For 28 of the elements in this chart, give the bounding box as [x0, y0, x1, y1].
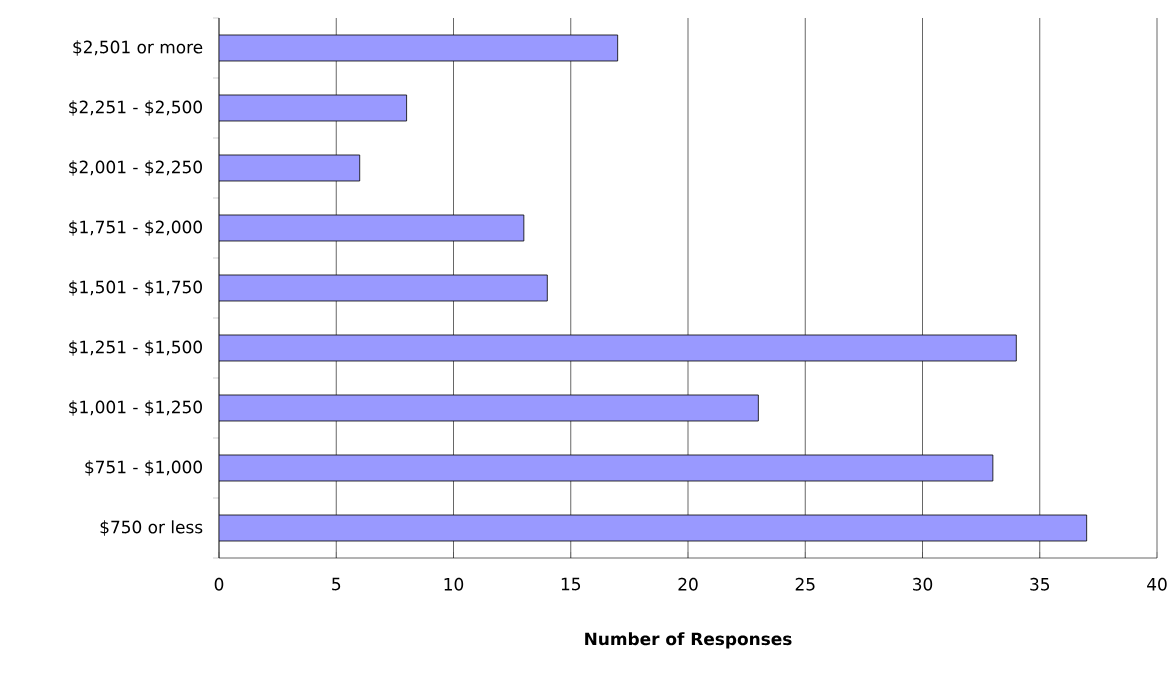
y-tick-label: $751 - $1,000	[85, 460, 202, 476]
y-tick-label: $2,251 - $2,500	[69, 100, 202, 116]
x-tick-label: 25	[795, 577, 815, 591]
bar	[219, 334, 1017, 362]
bar	[219, 454, 994, 482]
x-tick-label: 20	[678, 577, 698, 591]
x-tick-label: 30	[913, 577, 933, 591]
y-tick-label: $2,001 - $2,250	[69, 160, 202, 176]
y-tick-label: $1,501 - $1,750	[69, 280, 202, 296]
x-tick-label: 5	[332, 577, 341, 591]
x-tick-label: 40	[1147, 577, 1167, 591]
x-axis-title: Number of Responses	[585, 632, 792, 649]
bar	[219, 214, 525, 242]
bar	[219, 94, 407, 122]
bar	[219, 514, 1088, 542]
bar	[219, 154, 361, 182]
y-tick-label: $1,751 - $2,000	[69, 220, 202, 236]
y-tick-label: $1,001 - $1,250	[69, 400, 202, 416]
bar	[219, 34, 619, 62]
x-tick-label: 0	[214, 577, 224, 591]
x-tick-label: 10	[444, 577, 464, 591]
bar	[219, 274, 548, 302]
y-tick-label: $2,501 or more	[73, 40, 203, 56]
y-tick-label: $1,251 - $1,500	[69, 340, 202, 356]
y-tick-label: $750 or less	[100, 520, 203, 536]
x-tick-label: 35	[1030, 577, 1050, 591]
bar	[219, 394, 759, 422]
x-tick-label: 15	[561, 577, 581, 591]
